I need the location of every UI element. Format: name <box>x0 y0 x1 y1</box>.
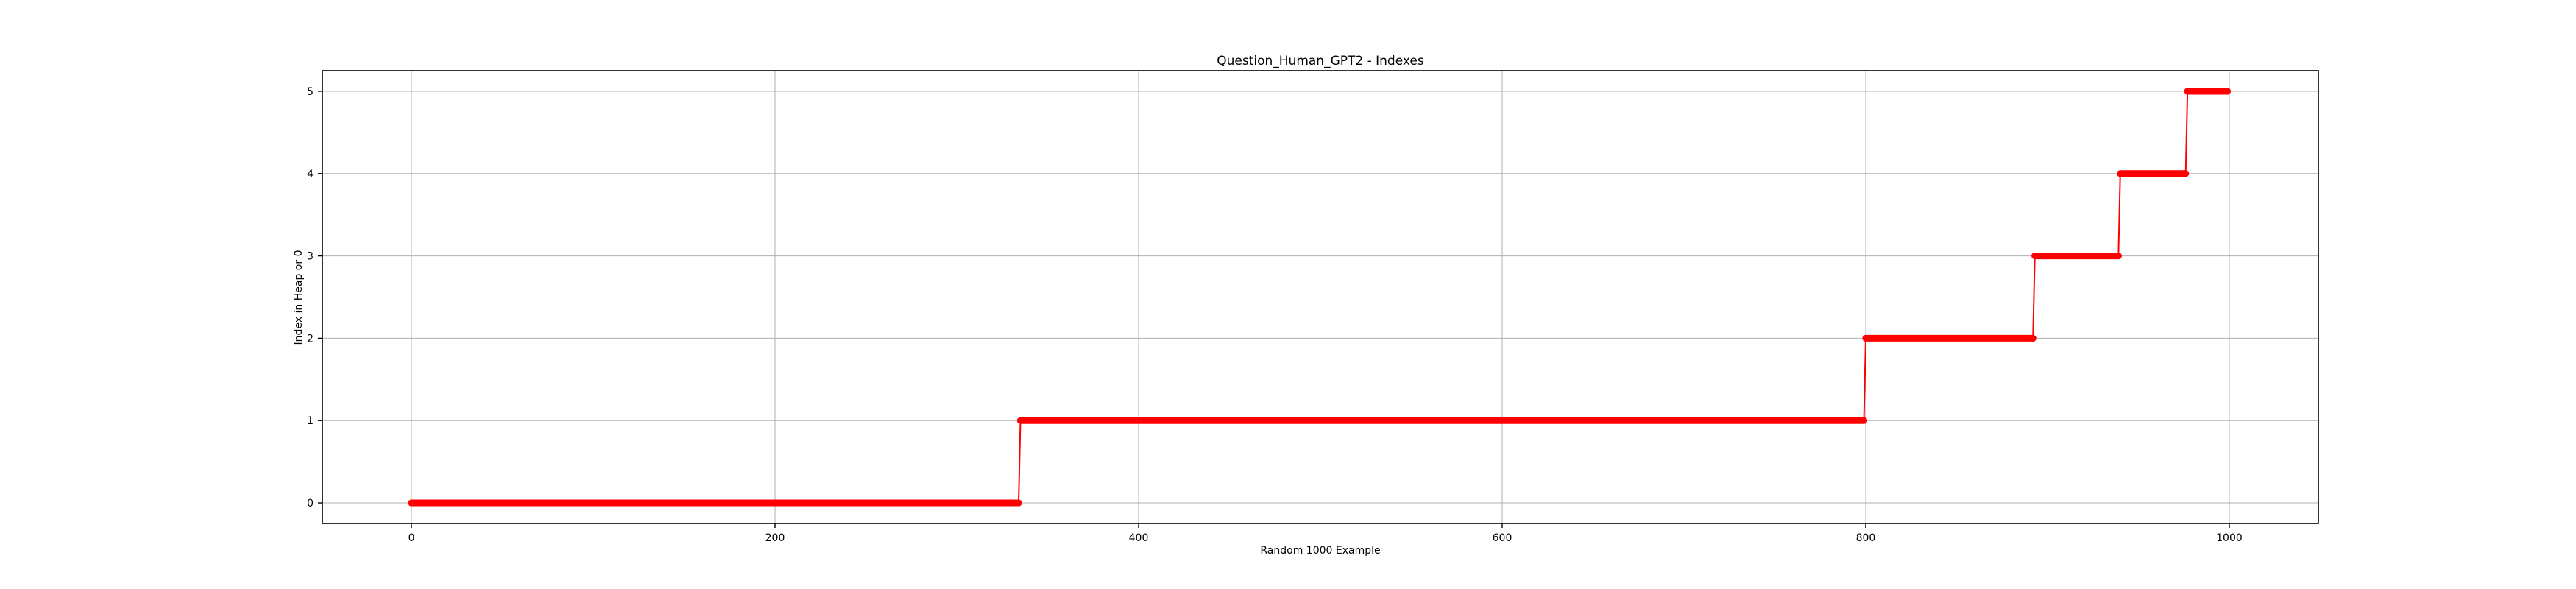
series-point <box>1015 499 1022 507</box>
x-tick-label: 600 <box>1493 532 1512 544</box>
series-point <box>408 499 415 507</box>
axis-ticks: 0 200 400 600 800 1000 0 1 2 3 4 5 <box>307 86 2243 544</box>
y-tick-label: 0 <box>307 498 314 509</box>
x-tick-label: 0 <box>408 532 415 544</box>
series-point <box>2184 88 2191 95</box>
series-point <box>2182 170 2190 177</box>
x-tick-label: 800 <box>1856 532 1876 544</box>
series-point <box>2031 253 2039 260</box>
series-point <box>2117 170 2124 177</box>
series-line <box>411 90 2228 504</box>
series-point <box>1016 417 1024 424</box>
plot-frame <box>322 70 2319 524</box>
data-series <box>408 88 2232 507</box>
series-point <box>2224 88 2232 95</box>
y-tick-label: 3 <box>307 251 314 263</box>
series-point <box>2115 253 2122 260</box>
grid <box>322 71 2318 523</box>
series-point <box>1861 417 1868 424</box>
chart-title: Question_Human_GPT2 - Indexes <box>1217 54 1424 68</box>
x-tick-label: 1000 <box>2216 532 2243 544</box>
y-tick-label: 4 <box>307 169 314 180</box>
x-tick-label: 400 <box>1129 532 1149 544</box>
series-point <box>1862 334 1869 342</box>
x-tick-label: 200 <box>765 532 785 544</box>
series-point <box>2029 334 2037 342</box>
x-axis-label: Random 1000 Example <box>1260 545 1380 557</box>
y-axis-label: Index in Heap or 0 <box>293 250 305 345</box>
y-tick-label: 1 <box>307 415 314 427</box>
y-tick-label: 2 <box>307 333 314 345</box>
y-tick-label: 5 <box>307 86 314 98</box>
